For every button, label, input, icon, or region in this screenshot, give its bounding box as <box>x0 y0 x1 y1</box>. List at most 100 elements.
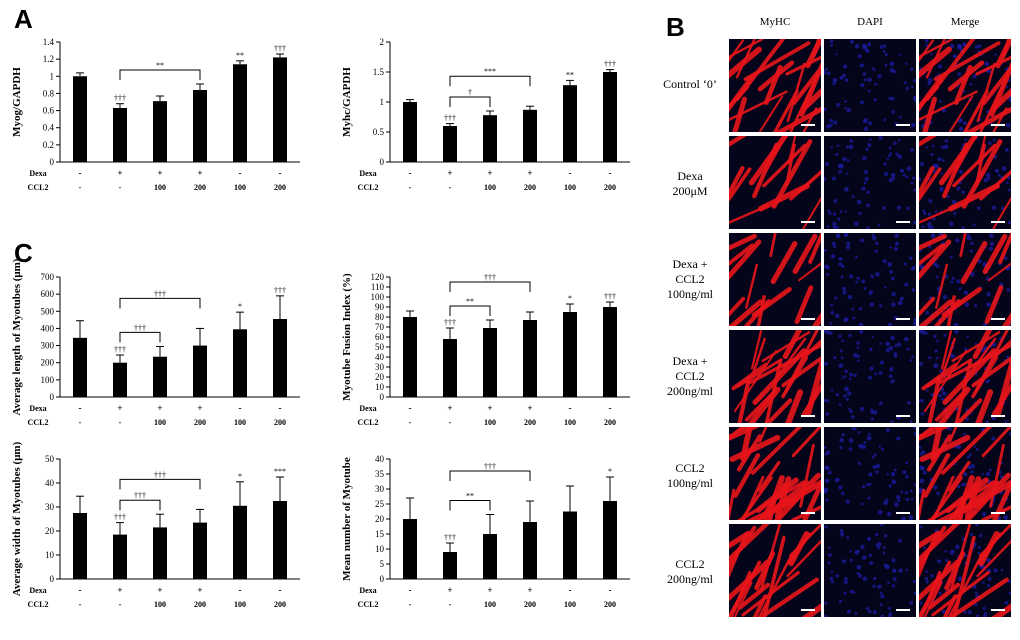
bar <box>273 501 287 579</box>
nucleus <box>983 146 987 150</box>
myotube-fiber <box>975 143 986 187</box>
bar <box>273 319 287 397</box>
nucleus <box>838 334 842 338</box>
panel-label-c: C <box>14 238 33 268</box>
myotube-fiber <box>743 299 771 326</box>
bar <box>523 320 537 397</box>
nucleus <box>939 106 943 110</box>
condition-ccl2-value: - <box>449 183 452 192</box>
myotube-fiber <box>931 570 990 617</box>
condition-dexa-value: - <box>239 403 242 413</box>
y-tick-label: 10 <box>375 382 385 392</box>
nucleus <box>836 102 841 107</box>
nucleus <box>938 580 943 585</box>
nucleus <box>924 39 929 43</box>
nucleus <box>967 68 971 72</box>
myotube-fiber <box>736 480 806 520</box>
y-tick-label: 100 <box>371 292 385 302</box>
comparison-bracket <box>449 75 531 87</box>
nucleus <box>928 120 933 125</box>
nucleus <box>970 272 975 277</box>
nucleus <box>946 195 950 199</box>
myotube-fiber <box>748 136 789 186</box>
nucleus <box>856 199 862 205</box>
nucleus <box>884 63 888 67</box>
nucleus <box>1003 515 1009 520</box>
nucleus <box>868 553 872 558</box>
nucleus <box>824 177 827 182</box>
nucleus <box>995 296 999 301</box>
myotube-fiber <box>981 505 1011 520</box>
myotube-fiber <box>919 46 952 79</box>
nucleus <box>853 373 857 378</box>
nucleus <box>856 359 860 362</box>
myotube-fiber <box>781 356 821 388</box>
nucleus <box>1008 432 1011 436</box>
myotube-fiber <box>1002 39 1011 57</box>
nucleus <box>907 401 911 405</box>
nucleus <box>922 470 927 475</box>
myotube-fiber <box>772 89 799 132</box>
condition-ccl2-value: 200 <box>194 418 206 427</box>
comparison-bracket <box>449 305 491 316</box>
nucleus <box>913 220 916 225</box>
nucleus <box>899 53 902 56</box>
nucleus <box>925 146 928 149</box>
nucleus <box>903 81 907 85</box>
myotube-fiber <box>729 530 752 549</box>
myotube-fiber <box>735 39 786 101</box>
myotube-fiber <box>921 560 952 614</box>
condition-ccl2-value: - <box>409 183 412 192</box>
nucleus <box>984 269 988 274</box>
nucleus <box>891 176 896 181</box>
nucleus <box>981 512 986 517</box>
nucleus <box>838 363 844 369</box>
nucleus <box>943 447 948 451</box>
myotube-fiber <box>768 492 777 520</box>
nucleus <box>891 558 896 563</box>
nucleus <box>977 546 981 550</box>
nucleus <box>946 307 950 311</box>
nucleus <box>851 415 855 419</box>
condition-dexa-value: - <box>79 168 82 178</box>
significance-mark: * <box>608 467 612 476</box>
myotube-fiber <box>990 87 1011 112</box>
nucleus <box>896 342 902 347</box>
nucleus <box>1000 461 1003 465</box>
scale-bar <box>991 318 1005 320</box>
nucleus <box>859 100 864 105</box>
myotube-fiber <box>787 136 797 165</box>
myotube-fiber <box>931 475 955 520</box>
nucleus <box>826 225 830 228</box>
myotube-fiber <box>785 55 821 76</box>
nucleus <box>885 564 890 570</box>
nucleus <box>853 221 859 227</box>
myotube-fiber <box>952 143 997 188</box>
nucleus <box>1008 188 1011 192</box>
nucleus <box>909 256 913 260</box>
nucleus <box>875 463 881 469</box>
myotube-fiber <box>729 296 746 317</box>
nucleus <box>955 544 960 550</box>
nucleus <box>871 455 875 459</box>
nucleus <box>919 177 922 182</box>
myotube-fiber <box>776 337 807 377</box>
nucleus <box>1004 600 1009 605</box>
nucleus <box>885 428 890 433</box>
nucleus <box>837 233 841 236</box>
nucleus <box>982 581 985 584</box>
nucleus <box>848 438 854 443</box>
nucleus <box>863 287 867 291</box>
nucleus <box>930 233 936 239</box>
nucleus <box>868 472 873 477</box>
nucleus <box>887 606 891 611</box>
significance-mark: ††† <box>114 94 126 103</box>
nucleus <box>829 123 833 127</box>
nucleus <box>943 377 947 381</box>
myotube-fiber <box>729 532 748 579</box>
nucleus <box>901 516 907 520</box>
myotube-fiber <box>792 233 818 275</box>
nucleus <box>919 330 922 333</box>
nucleus <box>913 98 916 102</box>
nucleus <box>1000 62 1003 65</box>
